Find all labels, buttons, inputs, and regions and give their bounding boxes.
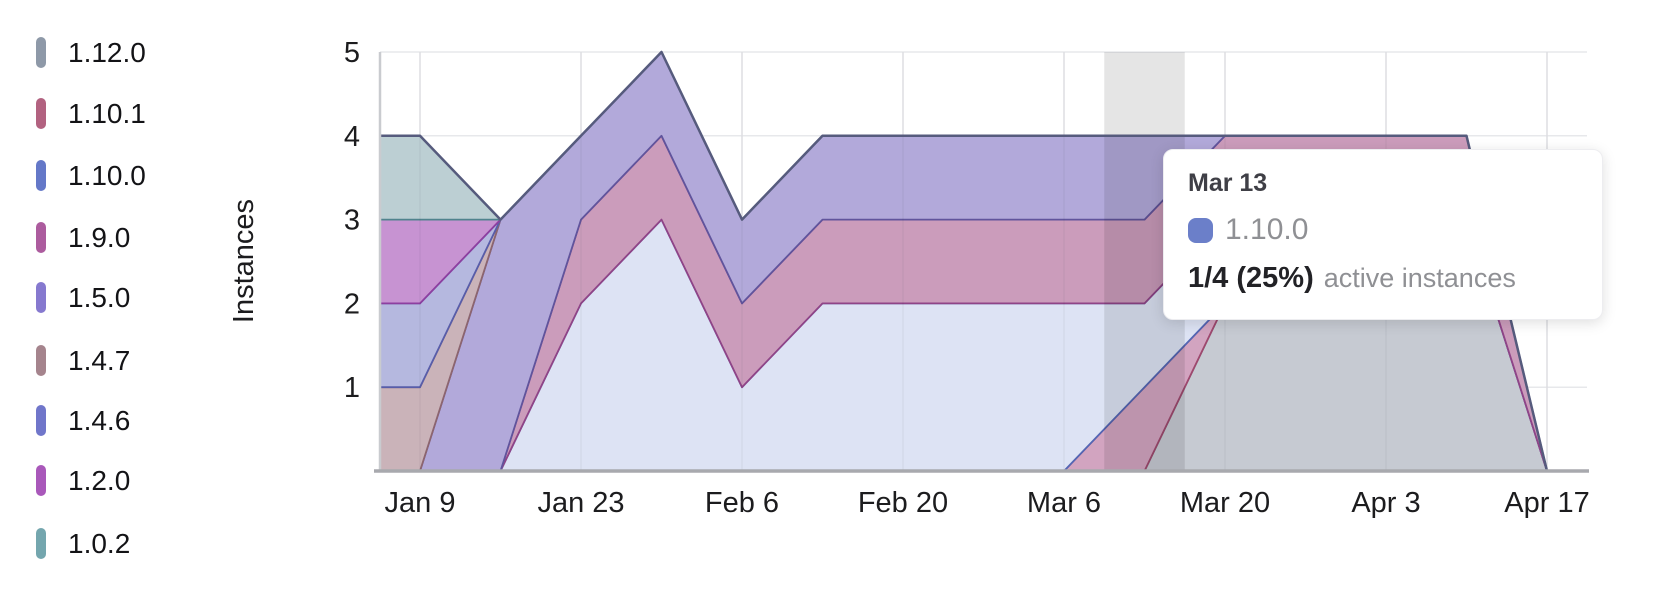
- legend-label: 1.4.6: [68, 404, 131, 436]
- x-tick-label: Apr 3: [1351, 487, 1420, 519]
- legend-swatch-icon: [36, 344, 46, 376]
- legend-swatch-icon: [36, 159, 46, 191]
- y-tick-label: 5: [344, 37, 360, 69]
- legend-label: 1.10.0: [68, 159, 146, 191]
- tooltip-date: Mar 13: [1188, 169, 1268, 197]
- legend-label: 1.10.1: [68, 97, 146, 129]
- tooltip-series-swatch: [1188, 217, 1213, 243]
- chart-legend: 1.12.0 1.10.1 1.10.0 1.9.0 1.5.0 1.4.7 1.4.6 1.…: [0, 0, 230, 592]
- stack-top-outline: [380, 50, 1549, 472]
- axes: [374, 52, 1589, 473]
- legend-item-1.0.2[interactable]: 1.0.2: [36, 527, 131, 559]
- axis-tick-labels: 1 2 3 4 5 Jan 9 Jan 23 Feb 6 Feb 20 Mar 6 Mar 20 Ap…: [344, 37, 1590, 519]
- legend-swatch-icon: [36, 464, 46, 496]
- legend-item-1.4.7[interactable]: 1.4.7: [36, 344, 131, 376]
- legend-swatch-icon: [36, 221, 46, 253]
- legend-swatch-icon: [36, 527, 46, 559]
- y-tick-label: 2: [344, 288, 360, 320]
- legend-swatch-icon: [36, 404, 46, 436]
- legend-label: 1.0.2: [68, 527, 131, 559]
- x-tick-label: Mar 20: [1180, 487, 1270, 519]
- y-axis-title: Instances: [228, 199, 260, 323]
- x-tick-label: Jan 9: [385, 487, 456, 519]
- legend-label: 1.2.0: [68, 464, 131, 496]
- legend-item-1.10.1[interactable]: 1.10.1: [36, 97, 146, 129]
- legend-item-1.12.0[interactable]: 1.12.0: [36, 36, 146, 68]
- legend-label: 1.9.0: [68, 221, 131, 253]
- legend-item-1.9.0[interactable]: 1.9.0: [36, 221, 131, 253]
- y-tick-label: 4: [344, 121, 360, 153]
- tooltip-value-suffix: active instances: [1323, 263, 1516, 293]
- legend-item-1.10.0[interactable]: 1.10.0: [36, 159, 146, 191]
- legend-swatch-icon: [36, 97, 46, 129]
- legend-item-1.2.0[interactable]: 1.2.0: [36, 464, 131, 496]
- x-tick-label: Jan 23: [537, 487, 624, 519]
- legend-label: 1.5.0: [68, 281, 131, 313]
- tooltip-series-label: 1.10.0: [1225, 213, 1309, 246]
- total-outline: [380, 50, 1549, 472]
- x-tick-label: Mar 6: [1027, 487, 1101, 519]
- legend-label: 1.12.0: [68, 36, 146, 68]
- tooltip-value: 1/4 (25%): [1188, 262, 1314, 294]
- legend-swatch-icon: [36, 281, 46, 313]
- x-tick-label: Feb 20: [858, 487, 948, 519]
- y-tick-label: 1: [344, 372, 360, 404]
- y-tick-label: 3: [344, 205, 360, 237]
- x-tick-label: Apr 17: [1504, 487, 1589, 519]
- chart-tooltip: Mar 13 1.10.0 1/4 (25%) active instances: [1163, 149, 1603, 320]
- legend-item-1.5.0[interactable]: 1.5.0: [36, 281, 131, 313]
- x-tick-label: Feb 6: [705, 487, 779, 519]
- legend-item-1.4.6[interactable]: 1.4.6: [36, 404, 131, 436]
- legend-swatch-icon: [36, 36, 46, 68]
- legend-label: 1.4.7: [68, 344, 131, 376]
